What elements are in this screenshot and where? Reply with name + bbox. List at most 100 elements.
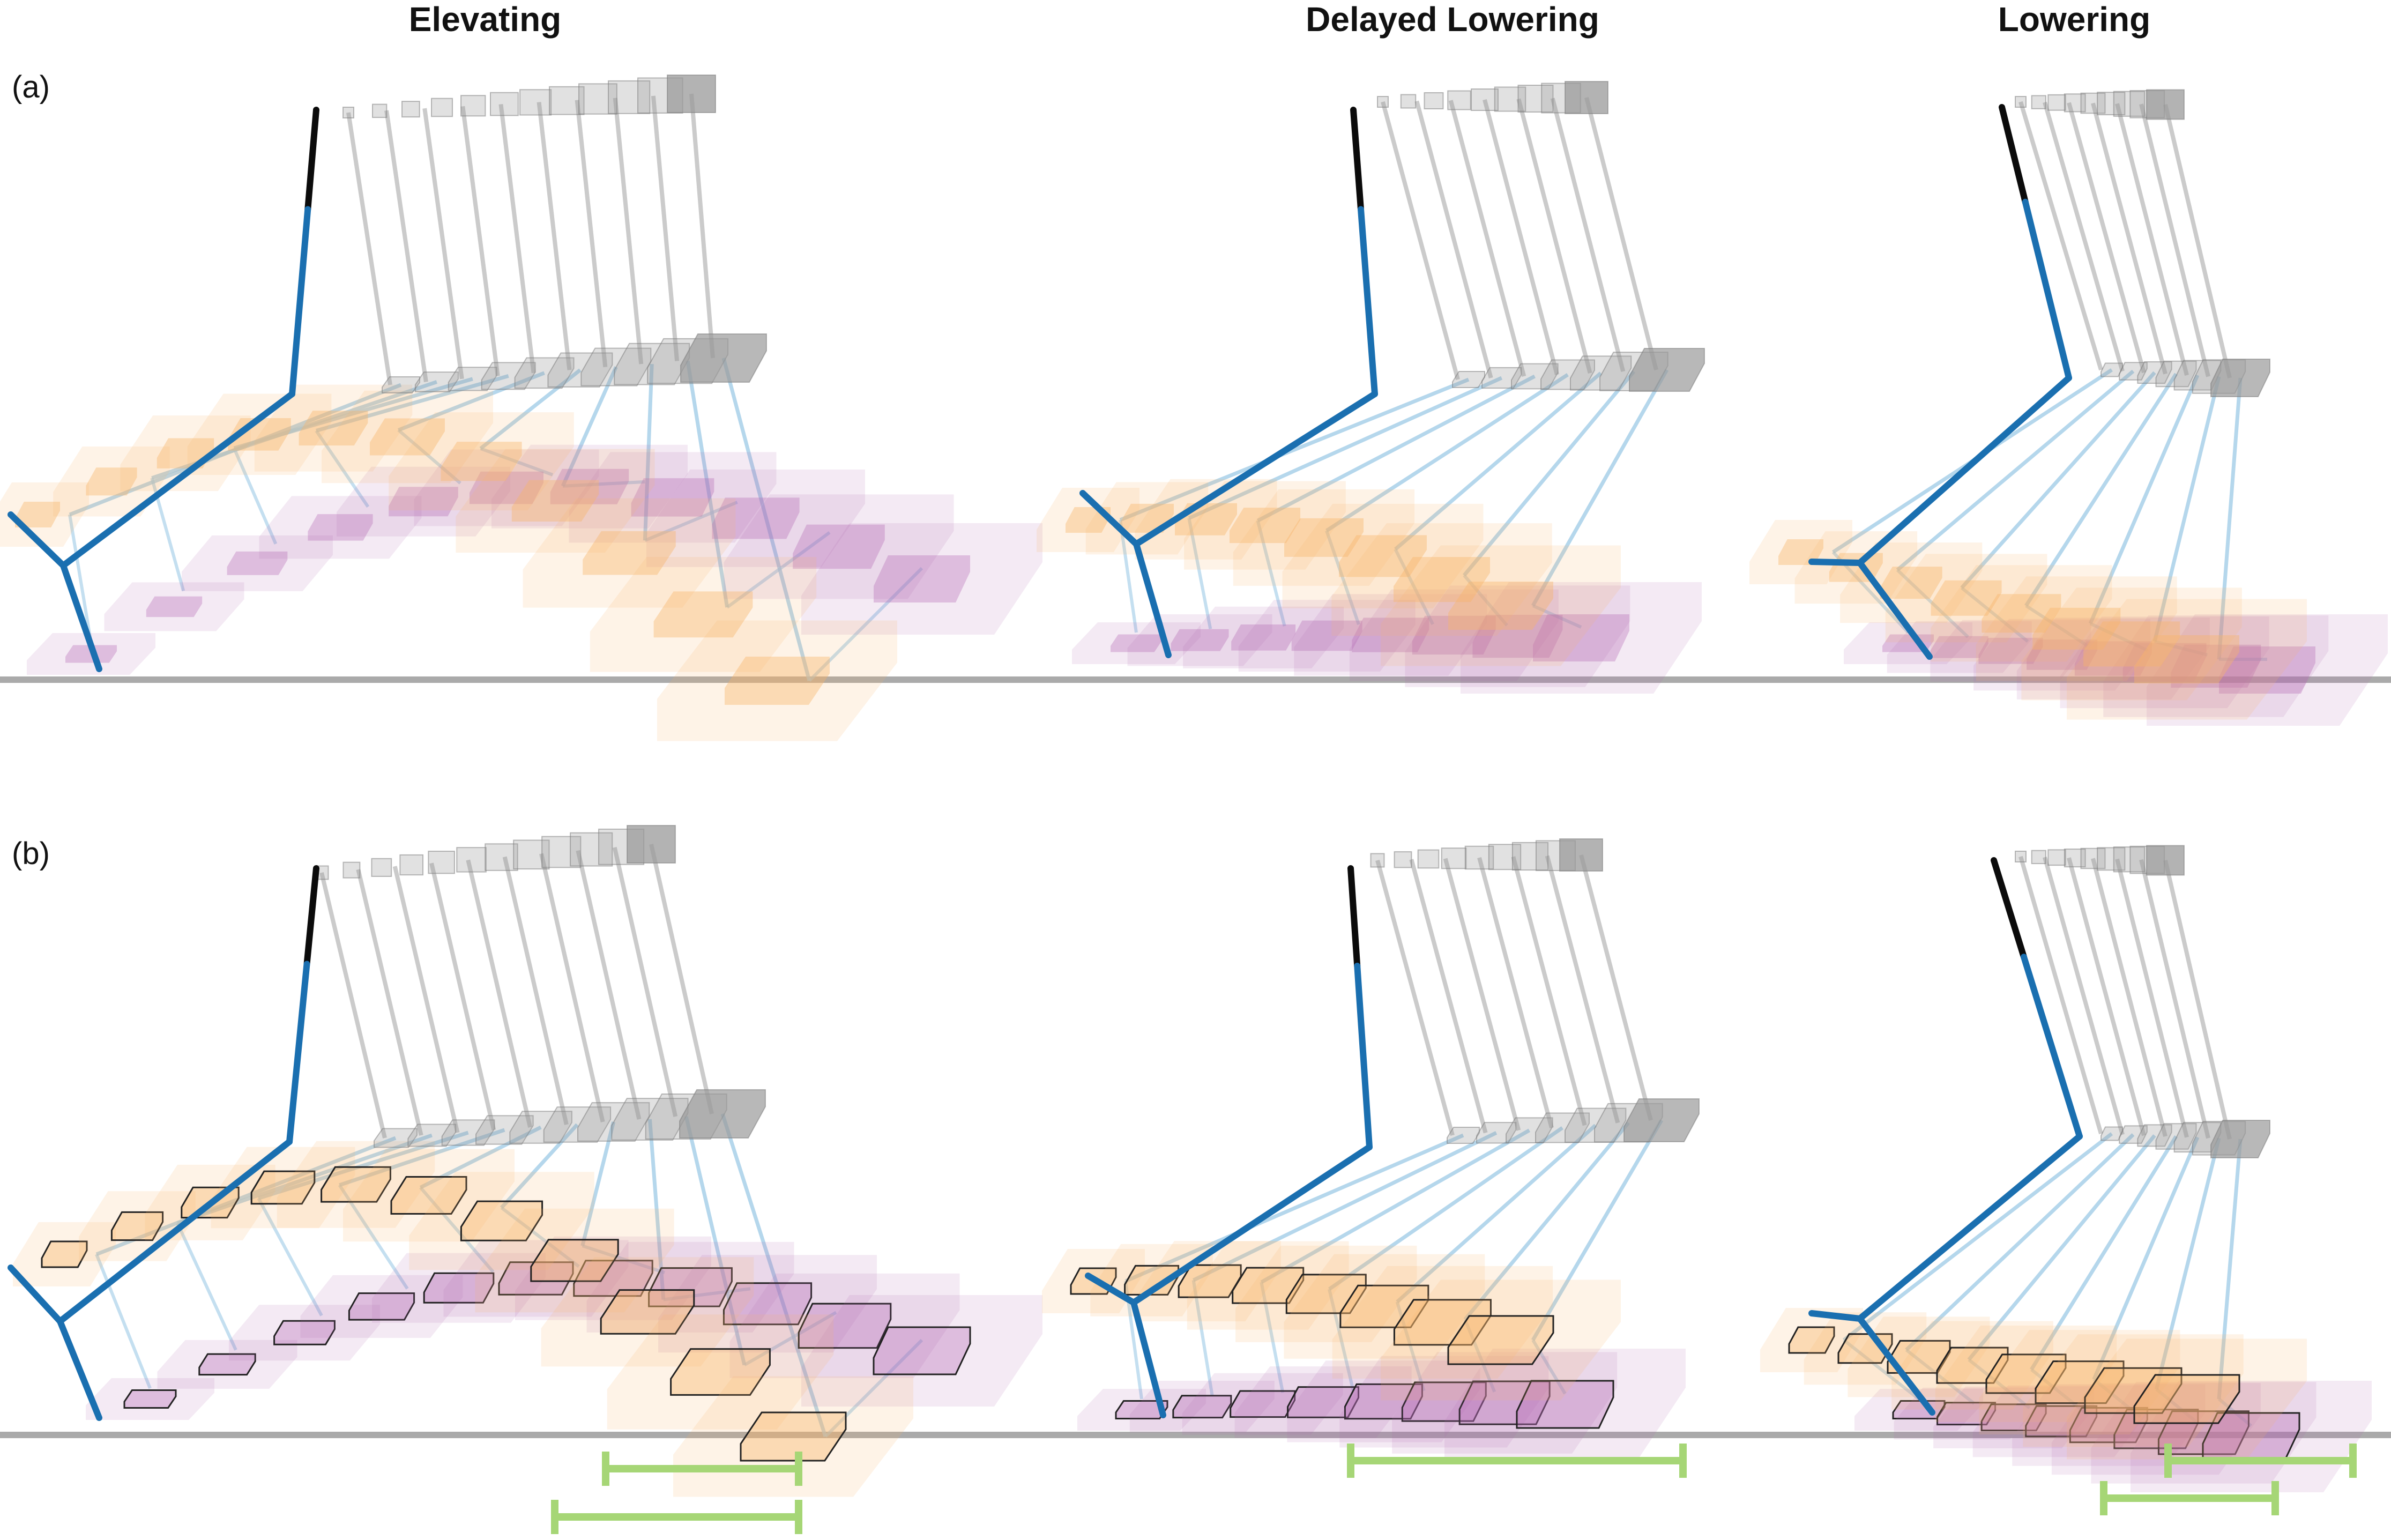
upper-link-line (2043, 857, 2125, 1135)
foot-link-line (824, 1338, 923, 1438)
upper-link-line (651, 95, 680, 361)
purple-halo-blob (801, 1295, 1042, 1407)
gray-knee-boxes (1452, 348, 1705, 392)
gray-hip-box (2031, 850, 2046, 865)
purple-halo-blob (1930, 620, 2091, 682)
orange-ankle-blobs (1760, 1308, 2307, 1460)
gray-knee-box (543, 1106, 612, 1143)
gray-knee-box (382, 376, 420, 393)
gray-knee-box (1623, 1098, 1700, 1142)
orange-halo-blob (53, 447, 170, 517)
orange-halo-blob (2021, 587, 2242, 701)
lower-link-line (1396, 1124, 1597, 1304)
lower-link-line (720, 1113, 828, 1438)
orange-halo-blob (523, 498, 736, 608)
orange-ankle-box (1985, 1353, 2067, 1394)
gray-hip-box (1494, 86, 1526, 112)
purple-halo-blob (2012, 1384, 2206, 1466)
gray-hip-box (2113, 91, 2146, 117)
gray-hip-box (456, 847, 487, 873)
gray-knee-box (1506, 1117, 1553, 1143)
orange-halo-blob (1891, 1321, 2053, 1410)
upper-link-line (1477, 857, 1554, 1129)
purple-halo-blob (515, 1236, 711, 1320)
purple-foot-box (722, 1282, 813, 1326)
foot-link-line (562, 480, 645, 488)
limb-upper-segment (303, 865, 319, 968)
upper-link-line (2091, 102, 2167, 375)
limb-thigh-segment (2022, 198, 2072, 381)
orange-ankle-box (1788, 1326, 1835, 1354)
limb-heel-segment (1808, 559, 1863, 566)
gray-hip-box (2064, 93, 2086, 113)
upper-link-line (612, 847, 678, 1117)
lower-link-line (1967, 1134, 2156, 1361)
purple-foot-box (123, 1389, 177, 1409)
gray-hip-box (2080, 847, 2106, 869)
lower-link-line (2152, 376, 2221, 642)
gray-knee-box (475, 1115, 534, 1145)
upper-link-line (1443, 858, 1521, 1131)
gray-hip-box (627, 825, 676, 864)
limb-shank-segment (60, 391, 295, 569)
orange-halo-blob (322, 390, 493, 483)
orange-ankle-box (2134, 635, 2239, 683)
foot-link-line (1119, 519, 1138, 633)
orange-ankle-box (583, 531, 676, 575)
limb-heel-segment (1808, 1310, 1863, 1322)
limb-toe-segment (1857, 560, 1933, 660)
orange-ankle-box (600, 1289, 695, 1335)
orange-ankle-box (725, 657, 830, 705)
gray-knee-box (407, 1124, 457, 1147)
gray-knee-box (448, 367, 497, 391)
upper-link-line (1584, 97, 1658, 370)
purple-halo-blob (1844, 622, 1972, 664)
foot-link-line (743, 1311, 837, 1367)
gray-hip-box (1488, 844, 1522, 871)
gray-hip-box (1370, 853, 1385, 868)
foot-link-line (500, 1206, 580, 1268)
purple-foot-box (2122, 643, 2207, 682)
gray-hip-box (2015, 851, 2027, 862)
orange-ankle-box (1447, 1315, 1554, 1365)
purple-halo-blob (1182, 1373, 1343, 1435)
purple-foot-box (1231, 624, 1296, 651)
purple-foot-box (1533, 614, 1629, 661)
gray-hip-boxes (342, 75, 716, 118)
upper-link-line (2115, 103, 2189, 376)
purple-foot-box (2069, 1407, 2148, 1444)
orange-ankle-box (1887, 1340, 1951, 1374)
purple-foot-box (2074, 641, 2152, 676)
purple-foot-box (2157, 1410, 2250, 1455)
limb-upper-segment (1999, 104, 2029, 205)
orange-halo-blob (1332, 1266, 1553, 1379)
gray-hip-boxes (2015, 89, 2185, 120)
link-lines (68, 93, 923, 682)
gray-knee-box (374, 1128, 418, 1148)
upper-link-line (1414, 100, 1493, 379)
gray-hip-box (578, 83, 617, 115)
upper-link-line (1511, 856, 1587, 1126)
gray-knee-box (547, 352, 613, 388)
gray-knee-box (414, 371, 459, 392)
lower-link-line (1328, 1126, 1563, 1291)
gray-knee-box (679, 1089, 766, 1139)
gray-hip-box (2097, 92, 2126, 116)
upper-link-line (1516, 98, 1592, 374)
orange-halo-blob (1848, 1316, 1990, 1397)
upper-link-line (466, 859, 533, 1128)
link-lines (1124, 854, 1664, 1400)
upper-link-line (613, 98, 644, 364)
column-title-elevating: Elevating (409, 0, 562, 39)
lower-link-line (1124, 1133, 1464, 1283)
purple-foot-box (631, 478, 714, 517)
foot-link-line (582, 1244, 665, 1274)
lower-link-line (561, 366, 618, 487)
limb-thigh-segment (289, 206, 311, 397)
lower-link-line (2088, 374, 2200, 624)
upper-link-line (1448, 100, 1526, 377)
purple-halo-blob (157, 1340, 297, 1389)
gray-hip-box (2080, 92, 2106, 114)
purple-foot-blobs (1072, 582, 1702, 694)
lower-link-line (2154, 1137, 2221, 1390)
